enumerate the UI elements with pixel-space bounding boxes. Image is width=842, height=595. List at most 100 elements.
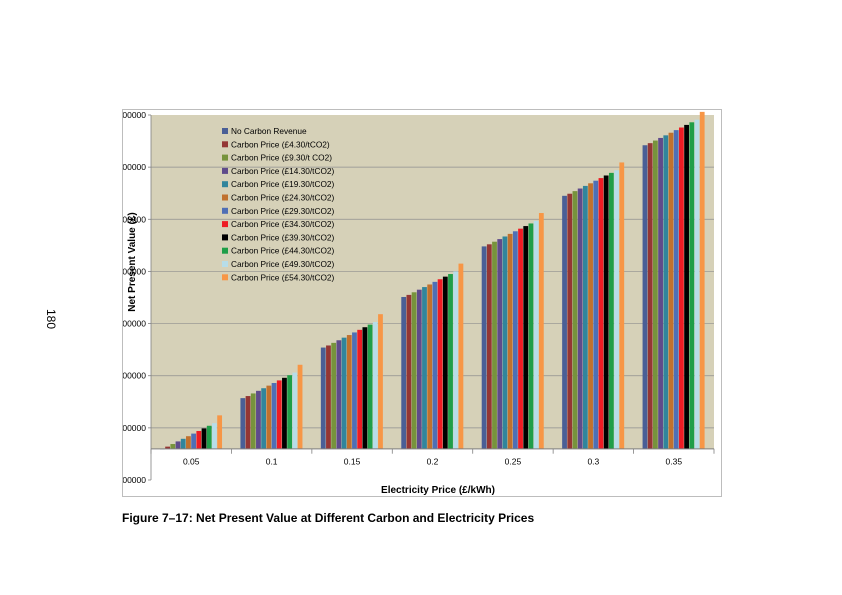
bar — [266, 385, 272, 449]
bar — [572, 191, 578, 449]
bar — [453, 271, 459, 449]
bar — [245, 396, 251, 449]
y-tick-label: 6400000 — [123, 110, 146, 120]
x-axis-title: Electricity Price (£/kWh) — [381, 485, 495, 496]
bar — [320, 347, 326, 449]
bar — [196, 430, 202, 449]
bar — [437, 279, 443, 449]
bar — [191, 433, 197, 449]
bar — [582, 185, 588, 449]
bar — [427, 284, 433, 449]
y-axis-title: Net Present Value (£) — [127, 212, 138, 311]
bar — [497, 239, 503, 449]
bar — [518, 228, 523, 449]
bar — [603, 175, 609, 449]
bar — [256, 390, 261, 449]
bar — [170, 444, 176, 449]
bar — [507, 233, 513, 449]
bar — [212, 423, 217, 449]
bar — [336, 340, 342, 449]
y-tick-label: 1400000 — [123, 371, 146, 381]
bar — [362, 327, 368, 449]
bar — [668, 132, 674, 449]
x-tick-label: 0.25 — [505, 457, 522, 467]
legend-swatch — [222, 221, 228, 228]
y-tick-label: 3400000 — [123, 266, 146, 276]
npv-bar-chart: -600000 400000 1400000 2400000 3400000 440000… — [123, 110, 715, 496]
legend-label: No Carbon Revenue — [231, 126, 307, 136]
bar — [180, 438, 186, 449]
bar — [673, 130, 679, 449]
bar — [276, 380, 282, 449]
legend-swatch — [222, 194, 228, 201]
bar — [608, 172, 614, 449]
bar — [652, 140, 658, 449]
legend-swatch — [222, 154, 228, 161]
bar — [538, 213, 544, 449]
bar — [250, 393, 256, 449]
legend-label: Carbon Price (£24.30/tCO2) — [231, 193, 335, 203]
bar — [287, 375, 293, 449]
legend-swatch — [222, 181, 228, 188]
y-tick-label: 400000 — [123, 423, 146, 433]
bar — [186, 436, 191, 449]
bar — [217, 415, 223, 449]
legend-swatch — [222, 167, 228, 174]
bar — [658, 137, 663, 449]
bar — [411, 292, 417, 449]
legend-label: Carbon Price (£39.30/tCO2) — [231, 232, 335, 242]
x-tick-label: 0.35 — [666, 457, 683, 467]
x-tick-label: 0.1 — [266, 457, 278, 467]
legend-label: Carbon Price (£14.30/tCO2) — [231, 166, 335, 176]
bar — [297, 364, 303, 449]
x-tick-label: 0.2 — [427, 457, 439, 467]
bar — [357, 329, 363, 449]
bar — [614, 170, 619, 449]
bar — [341, 337, 347, 449]
legend-swatch — [222, 247, 228, 254]
bar — [533, 220, 539, 449]
legend-label: Carbon Price (£19.30/tCO2) — [231, 179, 335, 189]
bar — [406, 294, 412, 449]
bar — [352, 332, 357, 449]
bar — [401, 296, 407, 449]
bar — [663, 135, 669, 449]
chart-frame: -600000 400000 1400000 2400000 3400000 440000… — [122, 109, 722, 497]
bar — [271, 383, 277, 449]
bar — [528, 223, 534, 449]
y-tick-label: 2400000 — [123, 319, 146, 329]
bar — [577, 188, 583, 449]
bar — [442, 276, 448, 449]
bar — [647, 143, 653, 449]
y-tick-label: 5400000 — [123, 162, 146, 172]
bar — [346, 335, 352, 449]
bar — [326, 345, 331, 449]
bar — [448, 274, 453, 449]
bar — [567, 193, 573, 449]
legend-label: Carbon Price (£4.30/tCO2) — [231, 139, 330, 149]
legend-swatch — [222, 141, 228, 148]
legend-label: Carbon Price (£49.30/tCO2) — [231, 259, 335, 269]
bar — [378, 314, 383, 449]
bar — [282, 377, 287, 449]
legend-label: Carbon Price (£34.30/tCO2) — [231, 219, 335, 229]
bar — [684, 124, 689, 449]
bar — [331, 342, 337, 449]
bar — [458, 263, 464, 449]
bar — [432, 281, 438, 449]
page-number: 180 — [44, 308, 58, 330]
bar — [694, 119, 700, 449]
x-tick-label: 0.15 — [344, 457, 361, 467]
figure-caption: Figure 7–17: Net Present Value at Differ… — [122, 511, 535, 525]
bar — [175, 441, 181, 449]
bar — [416, 289, 422, 449]
bar — [619, 162, 625, 449]
legend-label: Carbon Price (£29.30/tCO2) — [231, 206, 335, 216]
bar — [642, 145, 648, 449]
legend-label: Carbon Price (£54.30/tCO2) — [231, 272, 335, 282]
bar — [422, 287, 427, 449]
bar — [481, 246, 487, 449]
bar — [292, 372, 298, 449]
bar — [593, 180, 599, 449]
legend-swatch — [222, 128, 228, 134]
